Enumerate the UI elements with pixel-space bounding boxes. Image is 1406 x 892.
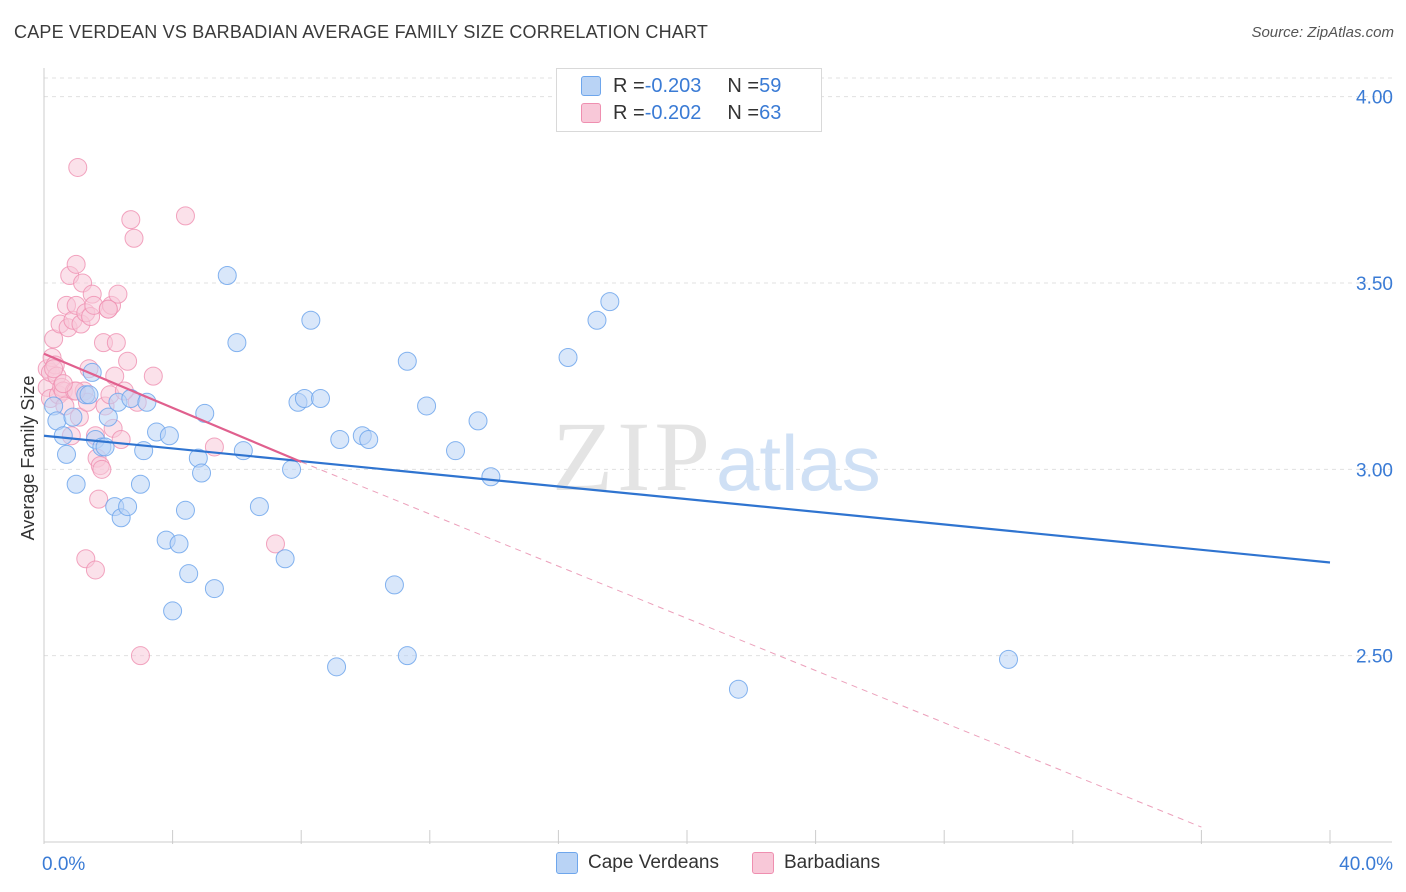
barbadians-point xyxy=(111,430,131,450)
cape-verdeans-point xyxy=(728,679,748,699)
legend-n-label: N = xyxy=(727,101,760,124)
cape-verdeans-points xyxy=(44,266,1018,699)
cape-verdeans-point xyxy=(294,389,314,409)
legend-row-barbadians: R = -0.202 N = 63 xyxy=(581,100,781,126)
barbadians-point xyxy=(118,351,138,371)
barbadians-point xyxy=(68,157,88,177)
bottom-legend-label: Cape Verdeans xyxy=(588,852,719,873)
cape-verdeans-trend-line xyxy=(43,434,1331,564)
cape-verdeans-point xyxy=(175,500,195,520)
legend-n-value: 59 xyxy=(759,74,782,97)
barbadians-point xyxy=(124,228,144,248)
cape-verdeans-point xyxy=(468,411,488,431)
y-tick-label: 2.50 xyxy=(1356,647,1393,668)
x-tick-label: 0.0% xyxy=(42,854,85,875)
cape-verdeans-point xyxy=(282,459,302,479)
cape-verdeans-point xyxy=(446,441,466,461)
cape-verdeans-point xyxy=(397,646,417,666)
barbadians-point xyxy=(85,560,105,580)
barbadians-point xyxy=(265,534,285,554)
barbadians-point xyxy=(130,646,150,666)
barbadians-point xyxy=(143,366,163,386)
legend-r-label: R = xyxy=(613,101,645,124)
legend-r-label: R = xyxy=(613,74,645,97)
cape-verdeans-point xyxy=(359,430,379,450)
legend-n-value: 63 xyxy=(759,101,782,124)
x-tick-labels: 0.0% 40.0% xyxy=(42,854,1393,875)
cape-verdeans-point xyxy=(384,575,404,595)
cape-verdeans-point xyxy=(558,348,578,368)
watermark: ZIP atlas xyxy=(552,401,881,512)
legend: R = -0.203 N = 59 R = -0.202 N = 63 xyxy=(556,68,822,132)
barbadians-point xyxy=(53,374,73,394)
cape-verdeans-point xyxy=(159,426,179,446)
cape-verdeans-point xyxy=(249,497,269,517)
legend-swatch-blue xyxy=(581,76,601,96)
cape-verdeans-point xyxy=(130,474,150,494)
bottom-swatch-blue xyxy=(556,852,578,874)
cape-verdeans-point xyxy=(587,310,607,330)
cape-verdeans-point xyxy=(275,549,295,569)
barbadians-point xyxy=(175,206,195,226)
barbadians-point xyxy=(121,210,141,230)
barbadians-point xyxy=(44,359,64,379)
cape-verdeans-point xyxy=(481,467,501,487)
cape-verdeans-point xyxy=(301,310,321,330)
source-label: Source: ZipAtlas.com xyxy=(1251,24,1394,41)
axes xyxy=(43,68,1392,844)
cape-verdeans-point xyxy=(79,385,99,405)
cape-verdeans-point xyxy=(179,564,199,584)
cape-verdeans-point xyxy=(417,396,437,416)
cape-verdeans-point xyxy=(204,579,224,599)
cape-verdeans-point xyxy=(310,389,330,409)
barbadians-point xyxy=(98,299,118,319)
barbadians-point xyxy=(66,254,86,274)
bottom-legend-label: Barbadians xyxy=(784,852,881,873)
y-tick-labels: 2.50 3.00 3.50 4.00 xyxy=(1356,88,1393,668)
cape-verdeans-point xyxy=(192,463,212,483)
watermark-atlas: atlas xyxy=(716,419,881,507)
legend-row-cape-verdeans: R = -0.203 N = 59 xyxy=(581,73,781,99)
x-tick-label: 40.0% xyxy=(1339,854,1393,875)
cape-verdeans-point xyxy=(169,534,189,554)
cape-verdeans-point xyxy=(66,474,86,494)
chart-title: CAPE VERDEAN VS BARBADIAN AVERAGE FAMILY… xyxy=(14,22,709,42)
legend-r-value: -0.203 xyxy=(644,74,702,97)
y-axis-label: Average Family Size xyxy=(18,376,38,541)
bottom-legend-cape-verdeans: Cape Verdeans xyxy=(556,852,719,874)
barbadians-point xyxy=(108,284,128,304)
cape-verdeans-point xyxy=(163,601,183,621)
legend-n-label: N = xyxy=(727,74,760,97)
cape-verdeans-point xyxy=(600,292,620,312)
barbadians-point xyxy=(89,489,109,509)
y-tick-label: 3.00 xyxy=(1356,460,1393,481)
trend-lines xyxy=(43,352,1331,828)
cape-verdeans-point xyxy=(327,657,347,677)
grid-lines xyxy=(44,77,1392,657)
barbadians-point xyxy=(106,333,126,353)
cape-verdeans-point xyxy=(53,426,73,446)
cape-verdeans-point xyxy=(227,333,247,353)
cape-verdeans-point xyxy=(999,649,1018,669)
bottom-swatch-pink xyxy=(752,852,774,874)
barbadians-trend-line xyxy=(43,352,302,463)
y-tick-label: 3.50 xyxy=(1356,274,1393,295)
legend-swatch-pink xyxy=(581,103,601,123)
cape-verdeans-point xyxy=(397,351,417,371)
cape-verdeans-point xyxy=(217,266,237,286)
cape-verdeans-point xyxy=(330,430,350,450)
y-tick-label: 4.00 xyxy=(1356,88,1393,109)
barbadians-point xyxy=(92,459,112,479)
bottom-legend-barbadians: Barbadians xyxy=(752,852,880,874)
cape-verdeans-point xyxy=(98,407,118,427)
cape-verdeans-point xyxy=(118,497,138,517)
cape-verdeans-point xyxy=(63,407,83,427)
watermark-zip: ZIP xyxy=(552,401,714,512)
legend-r-value: -0.202 xyxy=(644,101,702,124)
cape-verdeans-point xyxy=(57,444,77,464)
barbadians-trend-extension xyxy=(301,461,1202,828)
